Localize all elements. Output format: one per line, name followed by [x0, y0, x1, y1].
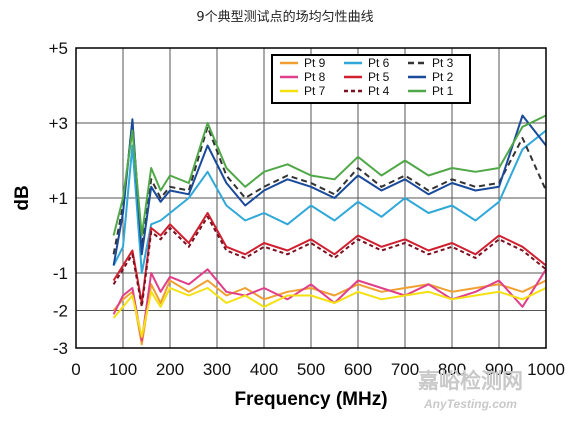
x-axis-label: Frequency (MHz): [234, 389, 387, 410]
legend-label: Pt 3: [432, 56, 454, 70]
legend-box: [271, 54, 471, 104]
x-tick-label: 700: [391, 360, 419, 379]
y-tick-label: +3: [49, 114, 68, 133]
watermark-en: AnyTesting.com: [423, 397, 517, 411]
x-tick-label: 1000: [527, 360, 565, 379]
series-line-pt1: [112, 114, 547, 237]
watermark-cn: 嘉峪检测网: [418, 369, 523, 393]
legend-label: Pt 8: [304, 70, 326, 84]
legend-label: Pt 9: [304, 56, 326, 70]
y-tick-label: -3: [53, 339, 68, 358]
legend-label: Pt 5: [368, 70, 390, 84]
plot-frame: [75, 47, 547, 349]
x-tick-label: 0: [71, 360, 80, 379]
series-line-pt3: [112, 122, 547, 255]
series-line-pt6: [112, 129, 547, 274]
series-layer: [112, 114, 547, 346]
tick-labels: 0 100 200 300 400 500 600 700 800 900 1000 +5 +3 +1 -1…: [49, 39, 565, 379]
x-tick-label: 100: [109, 360, 137, 379]
series-line-pt7: [112, 287, 547, 338]
legend: Pt 9Pt 8Pt 7 Pt 6Pt 5Pt 4 Pt 3Pt 2Pt 1: [271, 54, 471, 104]
x-tick-label: 900: [485, 360, 513, 379]
series-line-pt4: [112, 215, 547, 308]
y-tick-label: +1: [49, 189, 68, 208]
legend-label: Pt 2: [432, 70, 454, 84]
series-line-pt9: [112, 279, 547, 346]
chart-title: 9个典型测试点的场均匀性曲线: [196, 10, 374, 25]
y-tick-label: -1: [53, 264, 68, 283]
series-line-pt2: [112, 114, 547, 266]
y-tick-label: -2: [53, 302, 68, 321]
x-tick-label: 600: [344, 360, 372, 379]
y-tick-label: +5: [49, 39, 68, 58]
x-tick-label: 400: [250, 360, 278, 379]
x-tick-label: 800: [438, 360, 466, 379]
legend-label: Pt 7: [304, 84, 326, 98]
x-tick-label: 200: [156, 360, 184, 379]
y-axis-label: dB: [12, 185, 33, 210]
legend-label: Pt 6: [368, 56, 390, 70]
legend-label: Pt 4: [368, 84, 390, 98]
legend-label: Pt 1: [432, 84, 454, 98]
x-tick-label: 500: [297, 360, 325, 379]
x-tick-label: 300: [203, 360, 231, 379]
watermark: 嘉峪检测网 AnyTesting.com: [418, 369, 523, 411]
